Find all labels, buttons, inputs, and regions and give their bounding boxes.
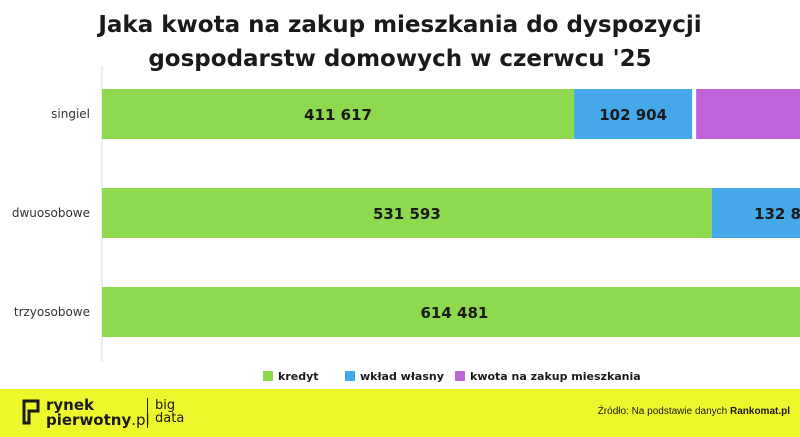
legend-label: kredyt <box>278 370 319 383</box>
legend-swatch <box>455 371 465 381</box>
bar-value-label: 411 617 <box>304 106 372 124</box>
legend-swatch <box>263 371 273 381</box>
bar-wklad-wlasny <box>711 188 800 238</box>
category-label: dwuosobowe <box>12 206 90 220</box>
legend-label: kwota na zakup mieszkania <box>470 370 641 383</box>
bar-value-label: 614 481 <box>420 304 488 322</box>
source-note: Źródło: Na podstawie danych Rankomat.pl <box>598 406 790 417</box>
chart-title: Jaka kwota na zakup mieszkania do dyspoz… <box>0 8 800 76</box>
bar-kredyt <box>102 287 800 337</box>
logo-text-domain: .pl <box>131 411 150 429</box>
logo-text-line-2: pierwotny.pl <box>46 413 150 428</box>
bar-value-label: 132 898 <box>754 205 800 223</box>
logo-separator <box>147 398 148 428</box>
bar-value-label: 531 593 <box>373 205 441 223</box>
legend-label: wkład własny <box>360 370 444 383</box>
category-label: trzyosobowe <box>14 305 90 319</box>
source-name: Rankomat.pl <box>729 406 790 417</box>
chart-title-line-2: gospodarstw domowych w czerwcu '25 <box>148 46 652 72</box>
bar-value-label: 102 904 <box>599 106 667 124</box>
footer-bar: rynek pierwotny.pl big data Źródło: Na p… <box>0 389 800 437</box>
logo-text-line-1: rynek <box>46 396 95 414</box>
bar-kwota-na-zakup <box>696 89 800 139</box>
category-label: singiel <box>51 107 90 121</box>
big-data-line-1: big <box>155 398 176 413</box>
big-data-label: big data <box>155 399 184 425</box>
logo-icon <box>22 399 40 425</box>
logo-text-bold: pierwotny <box>46 411 132 429</box>
big-data-line-2: data <box>155 411 185 426</box>
legend-swatch <box>345 371 355 381</box>
source-prefix: Źródło: Na podstawie danych <box>597 406 730 417</box>
bar-kredyt <box>102 188 712 238</box>
bar-wklad-wlasny <box>574 89 693 139</box>
chart-title-line-1: Jaka kwota na zakup mieszkania do dyspoz… <box>98 12 702 38</box>
bar-kredyt <box>102 89 575 139</box>
